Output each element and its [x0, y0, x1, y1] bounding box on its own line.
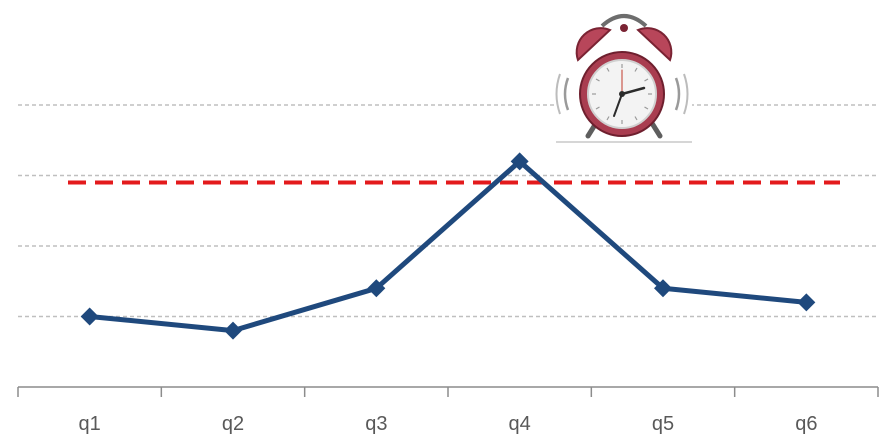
x-tick-label: q4	[509, 413, 531, 435]
series-markers	[80, 152, 816, 340]
x-tick-labels: q1 q2 q3 q4 q5 q6	[79, 413, 818, 435]
gridlines	[18, 104, 878, 318]
x-tick-label: q1	[79, 413, 101, 435]
data-point-q6	[797, 293, 816, 312]
series-polyline	[89, 158, 807, 334]
series-line	[89, 158, 807, 334]
data-point-q5	[654, 279, 672, 298]
x-tick-label: q6	[795, 413, 817, 435]
data-point-q3	[367, 279, 386, 298]
alarm-clock-icon	[555, 8, 692, 144]
x-tick-label: q5	[652, 413, 674, 435]
data-point-q4	[510, 152, 529, 171]
x-tick-label: q2	[222, 413, 244, 435]
x-tick-label: q3	[365, 413, 387, 435]
data-point-q1	[80, 307, 99, 326]
data-point-q2	[224, 321, 242, 340]
x-axis	[17, 386, 879, 397]
